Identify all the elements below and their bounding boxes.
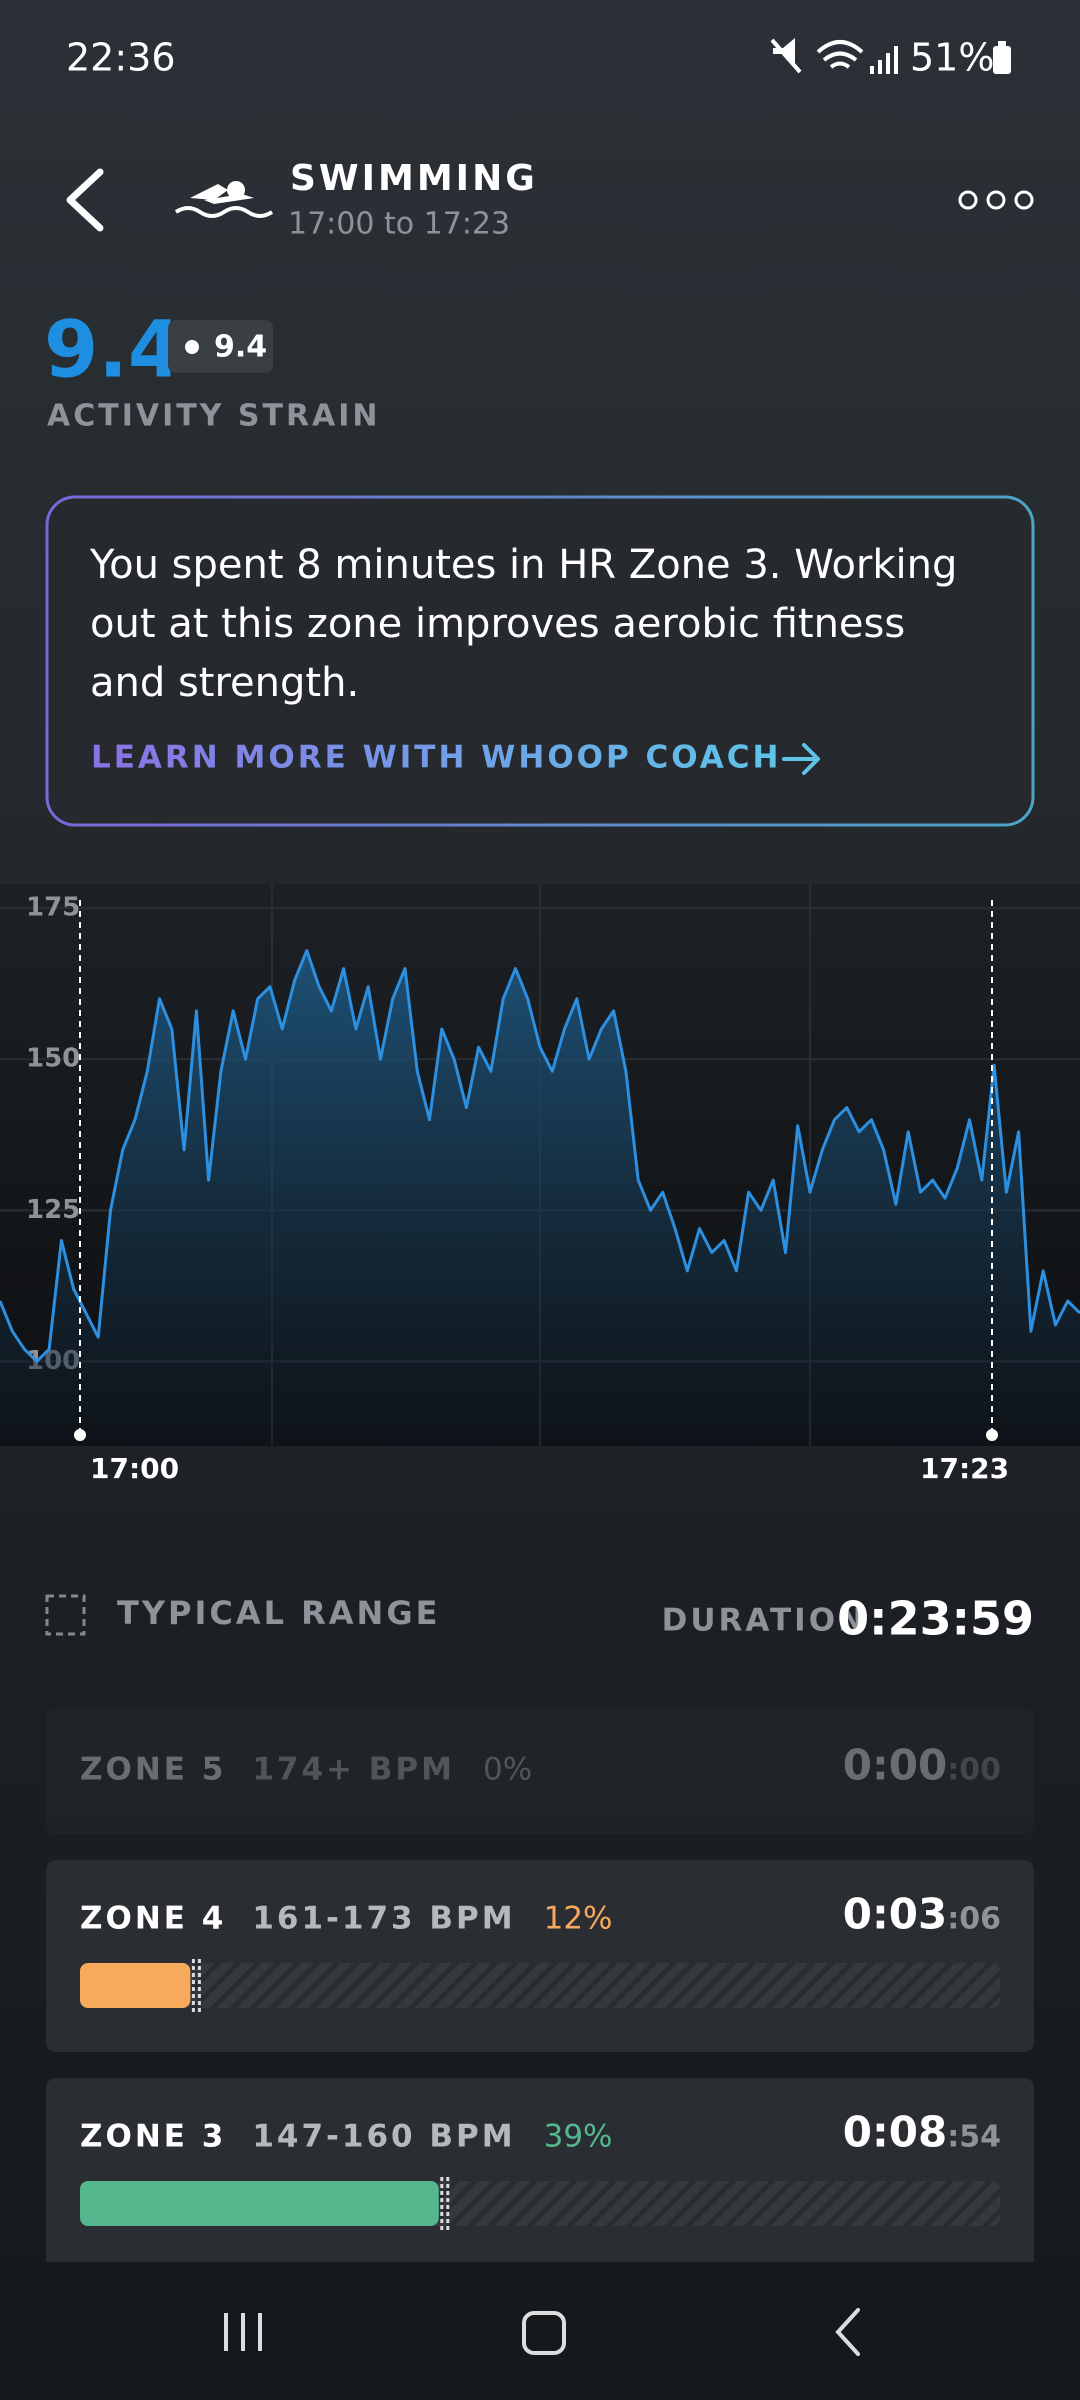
zone-share: 0%: [483, 1752, 532, 1788]
zone-share: 39%: [544, 2119, 613, 2155]
hr-line: [0, 949, 1080, 1363]
coach-card[interactable]: [45, 495, 1035, 827]
strain-value: 9.4: [44, 305, 182, 395]
recent-apps[interactable]: [224, 2313, 262, 2351]
zone-card: ZONE 3 147-160 BPM 39% :540:08: [46, 2078, 1034, 2262]
zone-time-seconds: :54: [947, 2120, 1001, 2155]
session-marker-dot: [986, 1429, 998, 1441]
coach-text-line: out at this zone improves aerobic fitnes…: [90, 601, 905, 647]
strain-badge-text: 9.4: [214, 330, 267, 365]
zone-bar-track: [80, 1963, 1000, 2008]
battery-percent: 51%: [910, 36, 994, 80]
zone-time: 0:03: [843, 1890, 947, 1939]
zone-card: ZONE 4 161-173 BPM 12% :060:03: [46, 1860, 1034, 2052]
status-time: 22:36: [66, 36, 176, 80]
nav-bar: [0, 2262, 1080, 2400]
session-marker-label: 17:00: [90, 1452, 179, 1485]
session-marker-label: 17:23: [920, 1452, 1009, 1485]
coach-link-arrow[interactable]: [782, 743, 820, 775]
swim-icon: [174, 181, 274, 218]
y-tick-label: 175: [26, 893, 80, 923]
zone-time-seconds: :06: [947, 1902, 1001, 1937]
zone-card-bg: [46, 1709, 1034, 1834]
zone-time: 0:00: [843, 1741, 947, 1790]
hr-area: [0, 950, 1080, 1446]
zone-list: ZONE 5 174+ BPM 0% :000:00 ZONE 4 161-173 BPM…: [46, 1709, 1034, 2262]
session-marker-dot: [74, 1429, 86, 1441]
zone-name: ZONE 4: [80, 1901, 226, 1937]
more-menu[interactable]: [958, 190, 1034, 210]
coach-text-line: and strength.: [90, 660, 359, 706]
home[interactable]: [522, 2311, 566, 2355]
zone-range: 161-173 BPM: [252, 1901, 515, 1937]
back-button[interactable]: [66, 168, 104, 232]
coach-link[interactable]: LEARN MORE WITH WHOOP COACH: [91, 740, 782, 776]
badge-dot: [185, 340, 199, 354]
coach-text-line: You spent 8 minutes in HR Zone 3. Workin…: [89, 542, 957, 588]
strain-badge: [168, 320, 273, 373]
zone-share: 12%: [544, 1901, 613, 1937]
strain-label: ACTIVITY STRAIN: [47, 399, 381, 434]
zone-time-seconds: :00: [947, 1753, 1001, 1788]
status-icons: [770, 38, 1011, 74]
zone-time: 0:08: [843, 2108, 947, 2157]
typical-range-icon: [45, 1594, 86, 1636]
typical-range-label: TYPICAL RANGE: [117, 1594, 440, 1632]
nav-back[interactable]: [835, 2308, 860, 2356]
duration-label: DURATION: [662, 1603, 867, 1639]
y-tick-label: 150: [26, 1044, 80, 1074]
activity-time-range: 17:00 to 17:23: [288, 207, 510, 242]
zone-bar: [80, 2181, 439, 2226]
zone-cards: ZONE 5 174+ BPM 0% :000:00 ZONE 4 161-173 BPM…: [46, 1709, 1034, 2262]
duration-value: 0:23:59: [837, 1592, 1034, 1646]
zone-range: 174+ BPM: [252, 1752, 455, 1788]
zone-card: ZONE 5 174+ BPM 0% :000:00: [46, 1709, 1034, 1834]
zone-bar: [80, 1963, 191, 2008]
y-tick-label: 125: [26, 1195, 80, 1225]
nav-buttons: [224, 2308, 860, 2356]
zone-name: ZONE 5: [80, 1752, 226, 1788]
zone-name: ZONE 3: [80, 2119, 226, 2155]
zone-range: 147-160 BPM: [252, 2119, 515, 2155]
activity-title: SWIMMING: [290, 158, 538, 199]
